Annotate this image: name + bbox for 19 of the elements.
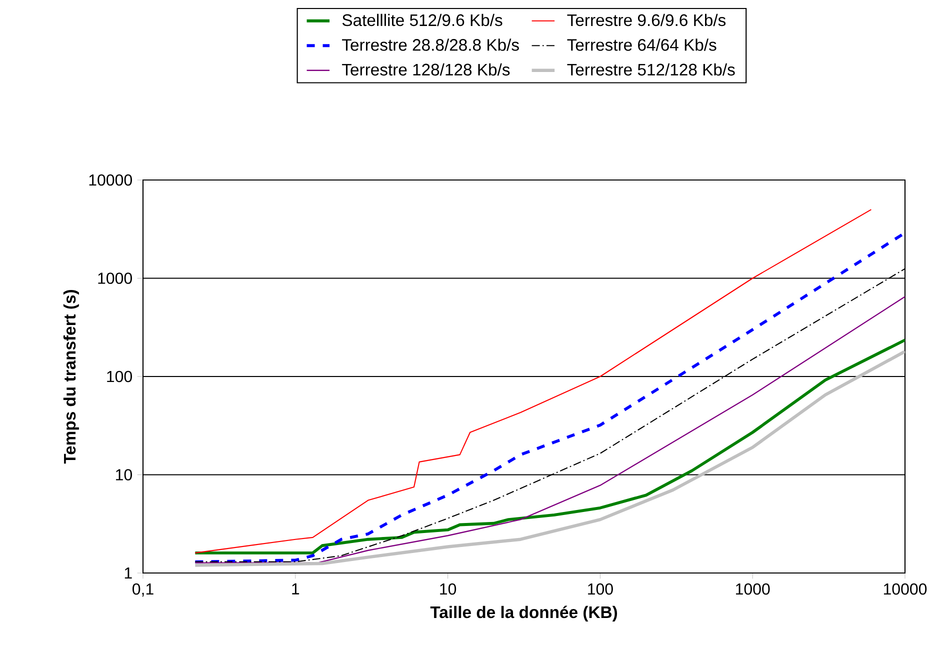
x-tick-label: 1000 <box>736 583 770 595</box>
y-axis-title: Temps du transfert (s) <box>63 290 79 464</box>
x-axis-title: Taille de la donnée (KB) <box>430 606 618 622</box>
y-tick-label: 10000 <box>89 174 132 186</box>
legend-label: Satelllite 512/9.6 Kb/s <box>342 14 502 26</box>
y-tick-label: 100 <box>107 370 132 382</box>
x-tick-label: 10 <box>440 583 456 595</box>
legend-label: Terrestre 64/64 Kb/s <box>567 38 716 51</box>
y-tick-label: 1 <box>124 568 132 579</box>
legend-label: Terrestre 512/128 Kb/s <box>567 63 735 76</box>
x-tick-label: 100 <box>588 583 613 595</box>
x-tick-label: 0,1 <box>132 583 154 597</box>
x-tick-label: 10000 <box>884 583 927 595</box>
y-tick-label: 10 <box>116 469 132 480</box>
legend-label: Terrestre 28.8/28.8 Kb/s <box>342 38 519 51</box>
legend-label: Terrestre 9.6/9.6 Kb/s <box>567 14 726 26</box>
y-tick-label: 1000 <box>98 272 132 284</box>
legend-label: Terrestre 128/128 Kb/s <box>342 63 510 76</box>
x-tick-label: 1 <box>292 583 300 594</box>
